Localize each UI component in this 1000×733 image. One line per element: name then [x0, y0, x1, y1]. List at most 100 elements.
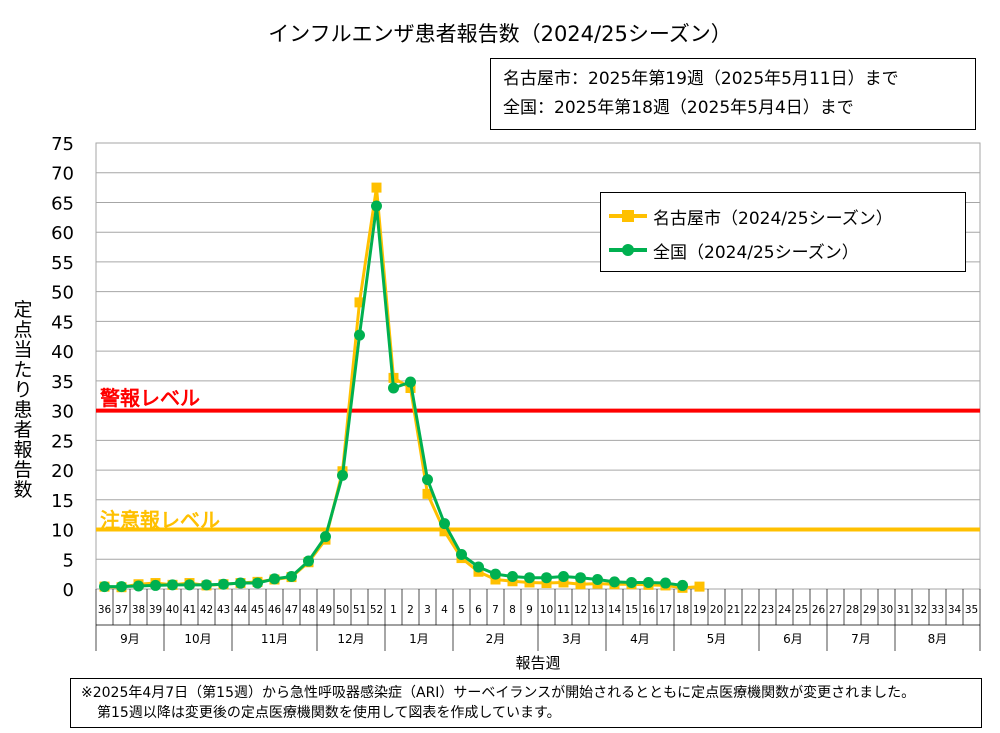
x-tick-label: 44 — [234, 604, 248, 616]
y-tick-label: 25 — [51, 431, 74, 452]
data-point-national — [167, 579, 178, 591]
x-tick-label: 13 — [591, 604, 604, 616]
caution-level-label: 注意報レベル — [100, 508, 220, 532]
legend-swatch-national — [609, 235, 647, 265]
data-point-national — [643, 576, 654, 588]
y-tick-label: 30 — [51, 402, 74, 423]
month-label: 12月 — [337, 632, 364, 646]
data-point-national — [150, 579, 161, 591]
y-tick-label: 75 — [51, 134, 74, 155]
x-tick-label: 47 — [285, 604, 298, 616]
x-tick-label: 22 — [744, 604, 757, 616]
x-tick-label: 16 — [642, 604, 656, 616]
x-tick-label: 52 — [370, 604, 383, 616]
month-label: 6月 — [783, 632, 803, 646]
x-tick-label: 4 — [441, 604, 448, 616]
x-tick-label: 3 — [424, 604, 431, 616]
x-tick-label: 37 — [115, 604, 128, 616]
month-label: 5月 — [707, 632, 727, 646]
data-point-national — [626, 576, 637, 588]
x-tick-label: 12 — [574, 604, 587, 616]
chart-title: インフルエンザ患者報告数（2024/25シーズン） — [268, 22, 732, 46]
data-point-national — [99, 581, 110, 593]
y-tick-label: 40 — [51, 342, 74, 363]
legend: 名古屋市（2024/25シーズン） 全国（2024/25シーズン） — [600, 192, 966, 272]
x-tick-label: 25 — [795, 604, 808, 616]
y-tick-label: 35 — [51, 372, 74, 393]
data-point-national — [303, 555, 314, 567]
x-tick-label: 50 — [336, 604, 349, 616]
data-point-national — [218, 578, 229, 590]
data-point-national — [405, 376, 416, 388]
x-tick-label: 46 — [268, 604, 282, 616]
data-point-nagoya — [694, 581, 705, 592]
info-box: 名古屋市：2025年第19週（2025年5月11日）まで 全国：2025年第18… — [490, 58, 976, 130]
x-tick-label: 24 — [778, 604, 792, 616]
x-tick-label: 14 — [608, 604, 622, 616]
x-tick-label: 28 — [846, 604, 859, 616]
x-tick-label: 8 — [509, 604, 516, 616]
info-line-nagoya: 名古屋市：2025年第19週（2025年5月11日）まで — [503, 69, 899, 89]
month-label: 10月 — [184, 632, 211, 646]
info-line-national: 全国：2025年第18週（2025年5月4日）まで — [503, 98, 854, 118]
x-tick-label: 35 — [965, 604, 978, 616]
x-tick-label: 45 — [251, 604, 264, 616]
y-axis-label: 定点当たり患者報告数 — [13, 299, 33, 501]
month-label: 9月 — [120, 632, 140, 646]
y-tick-label: 65 — [51, 193, 74, 214]
month-label: 4月 — [630, 632, 650, 646]
x-tick-label: 41 — [183, 604, 196, 616]
x-tick-label: 51 — [353, 604, 366, 616]
x-tick-label: 36 — [98, 604, 112, 616]
month-label: 3月 — [562, 632, 582, 646]
data-point-national — [371, 200, 382, 212]
data-point-national — [116, 581, 127, 593]
legend-label-nagoya: 名古屋市（2024/25シーズン） — [653, 208, 893, 229]
data-point-nagoya — [371, 182, 382, 193]
data-point-national — [286, 571, 297, 583]
footnote: ※2025年4月7日（第15週）から急性呼吸器感染症（ARI）サーベイランスが開… — [70, 678, 982, 728]
month-label: 8月 — [928, 632, 948, 646]
y-tick-label: 50 — [51, 283, 74, 304]
x-axis-label: 報告週 — [515, 654, 560, 672]
data-point-national — [201, 579, 212, 591]
x-tick-label: 40 — [166, 604, 179, 616]
y-tick-label: 15 — [51, 491, 74, 512]
y-tick-label: 55 — [51, 253, 74, 274]
data-point-national — [422, 474, 433, 486]
x-tick-label: 39 — [149, 604, 162, 616]
y-tick-label: 70 — [51, 164, 74, 185]
data-point-national — [524, 572, 535, 584]
data-point-national — [592, 573, 603, 585]
data-point-national — [558, 571, 569, 583]
data-point-national — [252, 577, 263, 589]
x-tick-label: 23 — [761, 604, 774, 616]
data-point-national — [133, 580, 144, 592]
y-tick-label: 20 — [51, 461, 74, 482]
data-point-national — [456, 549, 467, 561]
data-point-national — [235, 577, 246, 589]
y-tick-label: 0 — [63, 580, 74, 601]
footnote-line-1: ※2025年4月7日（第15週）から急性呼吸器感染症（ARI）サーベイランスが開… — [81, 685, 916, 701]
x-tick-label: 7 — [492, 604, 499, 616]
footnote-line-2: 第15週以降は変更後の定点医療機関数を使用して図表を作成しています。 — [97, 705, 561, 721]
x-tick-label: 18 — [676, 604, 689, 616]
legend-swatch-nagoya — [609, 201, 647, 231]
data-point-national — [184, 579, 195, 591]
data-point-nagoya — [422, 488, 433, 499]
month-label: 1月 — [409, 632, 429, 646]
data-point-national — [354, 329, 365, 341]
data-point-national — [490, 568, 501, 580]
x-tick-label: 33 — [931, 604, 944, 616]
data-point-national — [337, 469, 348, 481]
legend-item-nagoya: 名古屋市（2024/25シーズン） — [601, 201, 893, 231]
x-tick-label: 48 — [302, 604, 315, 616]
x-tick-label: 42 — [200, 604, 213, 616]
month-label: 2月 — [486, 632, 506, 646]
x-tick-label: 6 — [475, 604, 482, 616]
x-tick-label: 2 — [407, 604, 414, 616]
x-tick-label: 38 — [132, 604, 145, 616]
legend-label-national: 全国（2024/25シーズン） — [653, 242, 859, 263]
x-tick-label: 32 — [914, 604, 927, 616]
